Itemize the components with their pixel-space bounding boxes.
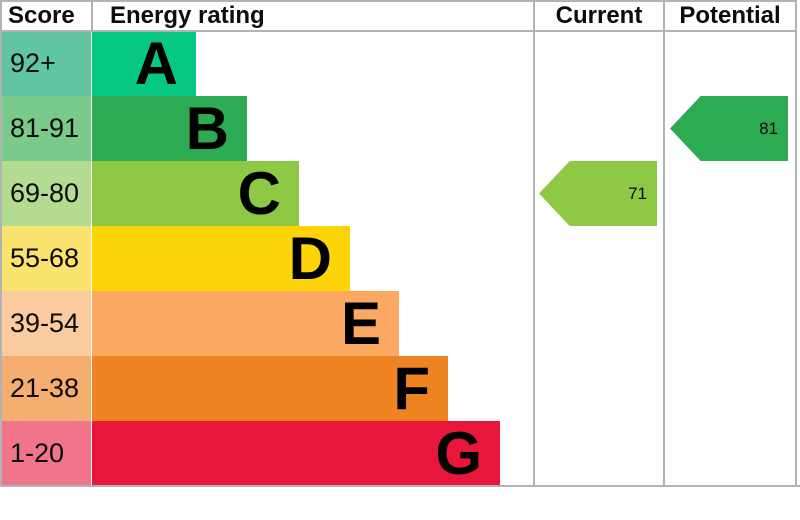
current-column-divider bbox=[533, 0, 535, 487]
band-bar: G bbox=[92, 420, 500, 487]
potential-column-divider bbox=[663, 0, 665, 487]
band-row: 55-68 D bbox=[0, 225, 800, 292]
band-bar: D bbox=[92, 225, 350, 292]
current-column-header: Current bbox=[555, 1, 643, 29]
band-score-cell: 21-38 bbox=[0, 356, 91, 421]
border-top bbox=[0, 0, 797, 2]
band-row: 39-54 E bbox=[0, 290, 800, 357]
band-row: 1-20 G bbox=[0, 420, 800, 487]
energy-rating-column-header: Energy rating bbox=[110, 1, 265, 29]
band-row: 21-38 F bbox=[0, 355, 800, 422]
band-bar: F bbox=[92, 355, 448, 422]
potential-rating-value: 81 bbox=[759, 118, 778, 138]
band-bar: A bbox=[92, 30, 196, 97]
border-left bbox=[0, 0, 2, 487]
current-rating-value: 71 bbox=[628, 183, 647, 203]
band-score-cell: 69-80 bbox=[0, 161, 91, 226]
band-row: 69-80 C bbox=[0, 160, 800, 227]
band-bar: E bbox=[92, 290, 399, 357]
score-column-divider bbox=[91, 0, 93, 31]
band-bar: C bbox=[92, 160, 299, 227]
border-bottom bbox=[0, 485, 800, 487]
band-score-cell: 92+ bbox=[0, 31, 91, 96]
band-score-cell: 39-54 bbox=[0, 291, 91, 356]
potential-column-header: Potential bbox=[679, 1, 781, 29]
band-row: 92+ A bbox=[0, 30, 800, 97]
band-score-cell: 81-91 bbox=[0, 96, 91, 161]
band-bar: B bbox=[92, 95, 247, 162]
score-column-header: Score bbox=[8, 1, 75, 29]
band-score-cell: 1-20 bbox=[0, 421, 91, 486]
band-row: 81-91 B bbox=[0, 95, 800, 162]
border-right bbox=[795, 0, 797, 487]
band-rows: 92+ A 81-91 B 69-80 C 55-68 D 39-54 E 21… bbox=[0, 30, 800, 487]
band-score-cell: 55-68 bbox=[0, 226, 91, 291]
header-divider bbox=[0, 30, 797, 32]
